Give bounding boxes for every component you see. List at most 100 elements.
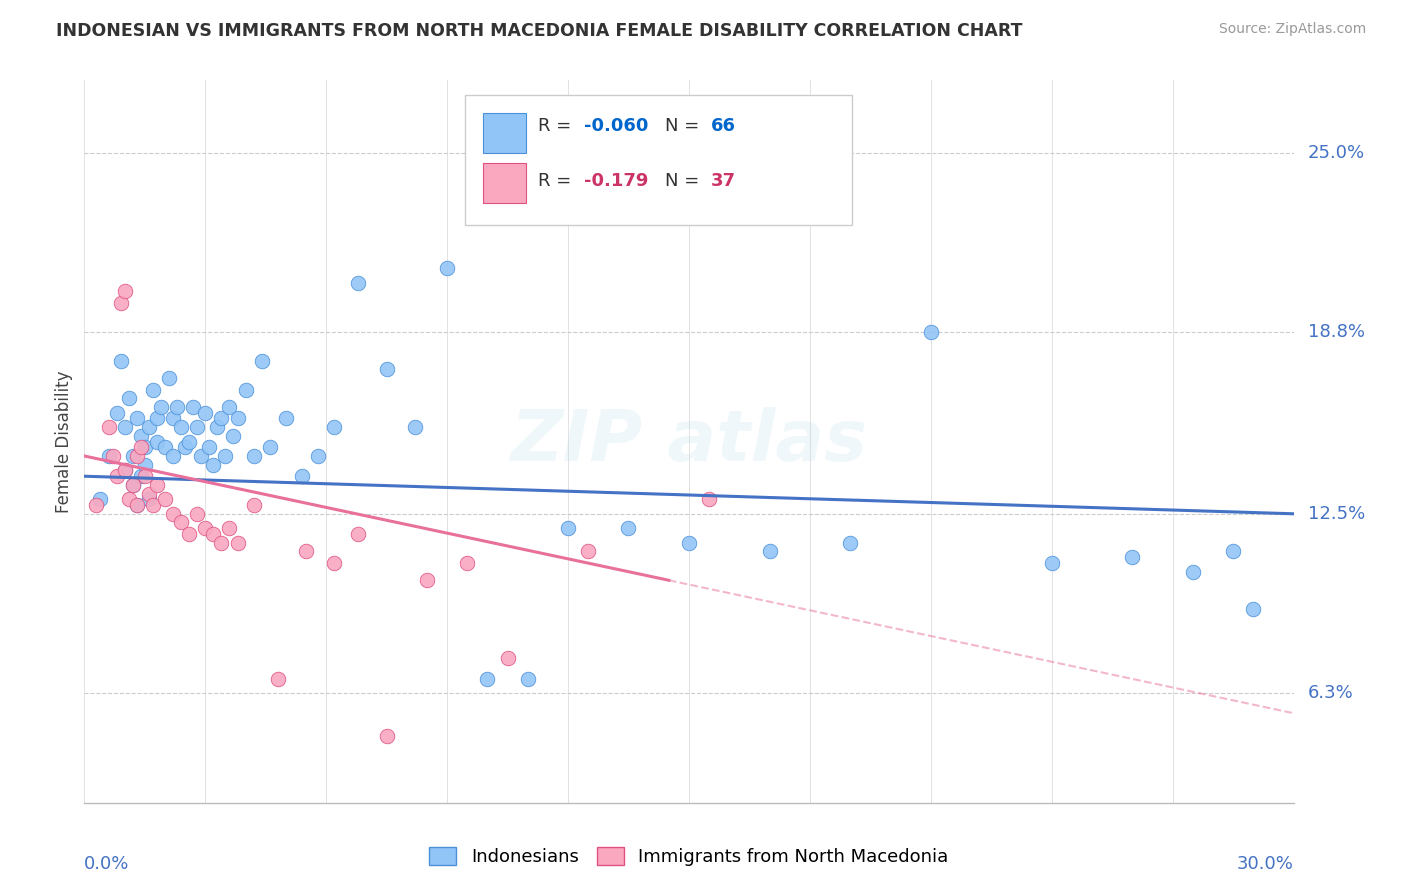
Point bbox=[134, 458, 156, 472]
Point bbox=[516, 672, 538, 686]
Point bbox=[617, 521, 640, 535]
Point bbox=[114, 420, 136, 434]
Point bbox=[267, 672, 290, 686]
Point bbox=[259, 440, 281, 454]
Point bbox=[138, 486, 160, 500]
Point bbox=[118, 492, 141, 507]
Point bbox=[121, 478, 143, 492]
Point bbox=[839, 535, 862, 549]
Point bbox=[86, 498, 108, 512]
Point bbox=[295, 544, 318, 558]
Point bbox=[1040, 556, 1063, 570]
Point bbox=[1121, 550, 1143, 565]
Point bbox=[477, 672, 499, 686]
Point bbox=[149, 400, 172, 414]
Point bbox=[274, 411, 297, 425]
Point bbox=[194, 406, 217, 420]
Point bbox=[153, 492, 176, 507]
Point bbox=[920, 325, 942, 339]
FancyBboxPatch shape bbox=[465, 95, 852, 225]
Point bbox=[209, 535, 232, 549]
Point bbox=[226, 411, 249, 425]
Point bbox=[153, 440, 176, 454]
Point bbox=[697, 492, 720, 507]
Point bbox=[101, 449, 124, 463]
Point bbox=[125, 498, 148, 512]
Point bbox=[162, 449, 184, 463]
Point bbox=[375, 362, 398, 376]
Text: N =: N = bbox=[665, 117, 704, 135]
Point bbox=[250, 353, 273, 368]
Point bbox=[323, 556, 346, 570]
Text: 6.3%: 6.3% bbox=[1308, 684, 1354, 702]
Text: -0.179: -0.179 bbox=[583, 172, 648, 190]
Point bbox=[226, 535, 249, 549]
Point bbox=[557, 521, 579, 535]
Point bbox=[162, 507, 184, 521]
Point bbox=[202, 458, 225, 472]
Point bbox=[105, 469, 128, 483]
Point bbox=[121, 449, 143, 463]
Point bbox=[114, 463, 136, 477]
Point bbox=[416, 574, 439, 588]
Point bbox=[97, 449, 120, 463]
Legend: Indonesians, Immigrants from North Macedonia: Indonesians, Immigrants from North Maced… bbox=[422, 839, 956, 873]
Text: 25.0%: 25.0% bbox=[1308, 144, 1365, 161]
Point bbox=[179, 527, 201, 541]
Point bbox=[678, 535, 700, 549]
Point bbox=[166, 400, 188, 414]
Text: Source: ZipAtlas.com: Source: ZipAtlas.com bbox=[1219, 22, 1367, 37]
Point bbox=[1241, 602, 1264, 616]
Text: 37: 37 bbox=[710, 172, 735, 190]
Text: R =: R = bbox=[538, 117, 576, 135]
Point bbox=[125, 498, 148, 512]
Point bbox=[1181, 565, 1204, 579]
Point bbox=[194, 521, 217, 535]
Text: ZIP atlas: ZIP atlas bbox=[510, 407, 868, 476]
Point bbox=[576, 544, 599, 558]
Point bbox=[1222, 544, 1244, 558]
Point bbox=[218, 400, 240, 414]
Point bbox=[323, 420, 346, 434]
Text: -0.060: -0.060 bbox=[583, 117, 648, 135]
Text: INDONESIAN VS IMMIGRANTS FROM NORTH MACEDONIA FEMALE DISABILITY CORRELATION CHAR: INDONESIAN VS IMMIGRANTS FROM NORTH MACE… bbox=[56, 22, 1022, 40]
Point bbox=[307, 449, 329, 463]
Point bbox=[496, 651, 519, 665]
Point bbox=[375, 729, 398, 743]
Point bbox=[129, 440, 152, 454]
Point bbox=[89, 492, 111, 507]
Point bbox=[456, 556, 478, 570]
Point bbox=[181, 400, 204, 414]
FancyBboxPatch shape bbox=[484, 163, 526, 203]
FancyBboxPatch shape bbox=[484, 112, 526, 153]
Point bbox=[347, 276, 370, 290]
Point bbox=[404, 420, 426, 434]
Point bbox=[207, 420, 229, 434]
Point bbox=[142, 383, 165, 397]
Point bbox=[125, 449, 148, 463]
Point bbox=[146, 411, 169, 425]
Point bbox=[198, 440, 221, 454]
Point bbox=[110, 353, 132, 368]
Point bbox=[235, 383, 257, 397]
Point bbox=[157, 371, 180, 385]
Point bbox=[218, 521, 240, 535]
Point bbox=[436, 261, 458, 276]
Point bbox=[129, 469, 152, 483]
Text: 12.5%: 12.5% bbox=[1308, 505, 1365, 523]
Point bbox=[129, 429, 152, 443]
Point bbox=[291, 469, 314, 483]
Point bbox=[214, 449, 236, 463]
Point bbox=[134, 440, 156, 454]
Point bbox=[186, 507, 208, 521]
Text: 66: 66 bbox=[710, 117, 735, 135]
Point bbox=[146, 478, 169, 492]
Point bbox=[162, 411, 184, 425]
Point bbox=[114, 463, 136, 477]
Point bbox=[125, 411, 148, 425]
Point bbox=[209, 411, 232, 425]
Point bbox=[138, 492, 160, 507]
Point bbox=[170, 420, 193, 434]
Point bbox=[242, 498, 264, 512]
Point bbox=[121, 478, 143, 492]
